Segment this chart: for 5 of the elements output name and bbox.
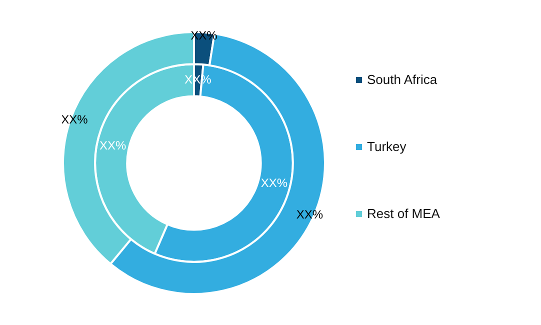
legend-label: Turkey [367,139,406,154]
data-label: XX% [260,176,288,190]
data-label: XX% [100,138,127,153]
legend-label: Rest of MEA [367,206,440,221]
legend-label: South Africa [367,72,438,87]
